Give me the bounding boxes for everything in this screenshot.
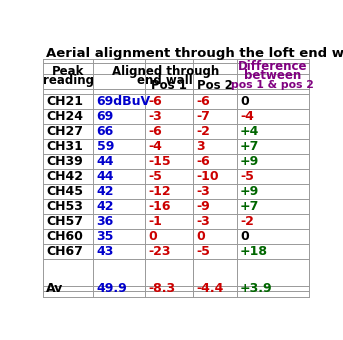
Text: pos 1 & pos 2: pos 1 & pos 2 xyxy=(232,80,314,89)
Text: 42: 42 xyxy=(97,185,114,198)
Text: 43: 43 xyxy=(97,245,114,258)
Text: -4: -4 xyxy=(149,140,162,153)
Text: Aerial alignment through the loft end wall: Aerial alignment through the loft end wa… xyxy=(46,47,343,60)
Text: -23: -23 xyxy=(149,245,171,258)
Text: -10: -10 xyxy=(196,170,219,183)
Text: -3: -3 xyxy=(196,185,210,198)
Text: -15: -15 xyxy=(149,155,171,168)
Text: 42: 42 xyxy=(97,200,114,213)
Text: 44: 44 xyxy=(97,170,114,183)
Text: -4: -4 xyxy=(240,110,254,123)
Text: Difference: Difference xyxy=(238,60,308,73)
Text: -3: -3 xyxy=(196,215,210,228)
Text: -4.4: -4.4 xyxy=(196,282,224,295)
Text: 49.9: 49.9 xyxy=(97,282,127,295)
Text: CH57: CH57 xyxy=(46,215,83,228)
Text: -9: -9 xyxy=(196,200,210,213)
Text: 66: 66 xyxy=(97,125,114,138)
Text: 59: 59 xyxy=(97,140,114,153)
Text: -6: -6 xyxy=(149,96,162,108)
Text: Av: Av xyxy=(46,282,63,295)
Text: CH60: CH60 xyxy=(46,230,83,243)
Text: Peak: Peak xyxy=(52,65,84,78)
Text: -2: -2 xyxy=(240,215,254,228)
Text: -2: -2 xyxy=(196,125,210,138)
Text: +9: +9 xyxy=(240,155,259,168)
Text: Pos 2: Pos 2 xyxy=(197,79,233,92)
Text: +9: +9 xyxy=(240,185,259,198)
Text: reading: reading xyxy=(43,74,94,87)
Text: end wall: end wall xyxy=(137,74,193,87)
Text: 0: 0 xyxy=(240,96,249,108)
Text: -12: -12 xyxy=(149,185,171,198)
Text: 36: 36 xyxy=(97,215,114,228)
Text: -6: -6 xyxy=(196,155,210,168)
Text: -3: -3 xyxy=(149,110,162,123)
Text: CH21: CH21 xyxy=(46,96,83,108)
Text: -1: -1 xyxy=(149,215,162,228)
Text: 69dBuV: 69dBuV xyxy=(97,96,151,108)
Text: 44: 44 xyxy=(97,155,114,168)
Text: -8.3: -8.3 xyxy=(149,282,176,295)
Text: +18: +18 xyxy=(240,245,268,258)
Text: +4: +4 xyxy=(240,125,260,138)
Text: +7: +7 xyxy=(240,200,260,213)
Text: +3.9: +3.9 xyxy=(240,282,273,295)
Text: CH42: CH42 xyxy=(46,170,83,183)
Text: 0: 0 xyxy=(240,230,249,243)
Text: 0: 0 xyxy=(149,230,157,243)
Text: -5: -5 xyxy=(240,170,254,183)
Text: Aligned through: Aligned through xyxy=(111,65,219,78)
Text: -16: -16 xyxy=(149,200,171,213)
Text: 35: 35 xyxy=(97,230,114,243)
Text: -7: -7 xyxy=(196,110,210,123)
Text: CH45: CH45 xyxy=(46,185,83,198)
Text: 3: 3 xyxy=(196,140,205,153)
Text: +7: +7 xyxy=(240,140,260,153)
Text: -5: -5 xyxy=(149,170,162,183)
Text: 69: 69 xyxy=(97,110,114,123)
Text: 0: 0 xyxy=(196,230,205,243)
Text: CH27: CH27 xyxy=(46,125,83,138)
Text: between: between xyxy=(244,69,301,82)
Text: Pos 1: Pos 1 xyxy=(151,79,187,92)
Text: -5: -5 xyxy=(196,245,210,258)
Text: CH39: CH39 xyxy=(46,155,83,168)
Text: CH67: CH67 xyxy=(46,245,83,258)
Text: CH31: CH31 xyxy=(46,140,83,153)
Text: CH53: CH53 xyxy=(46,200,83,213)
Text: CH24: CH24 xyxy=(46,110,83,123)
Text: -6: -6 xyxy=(149,125,162,138)
Text: -6: -6 xyxy=(196,96,210,108)
